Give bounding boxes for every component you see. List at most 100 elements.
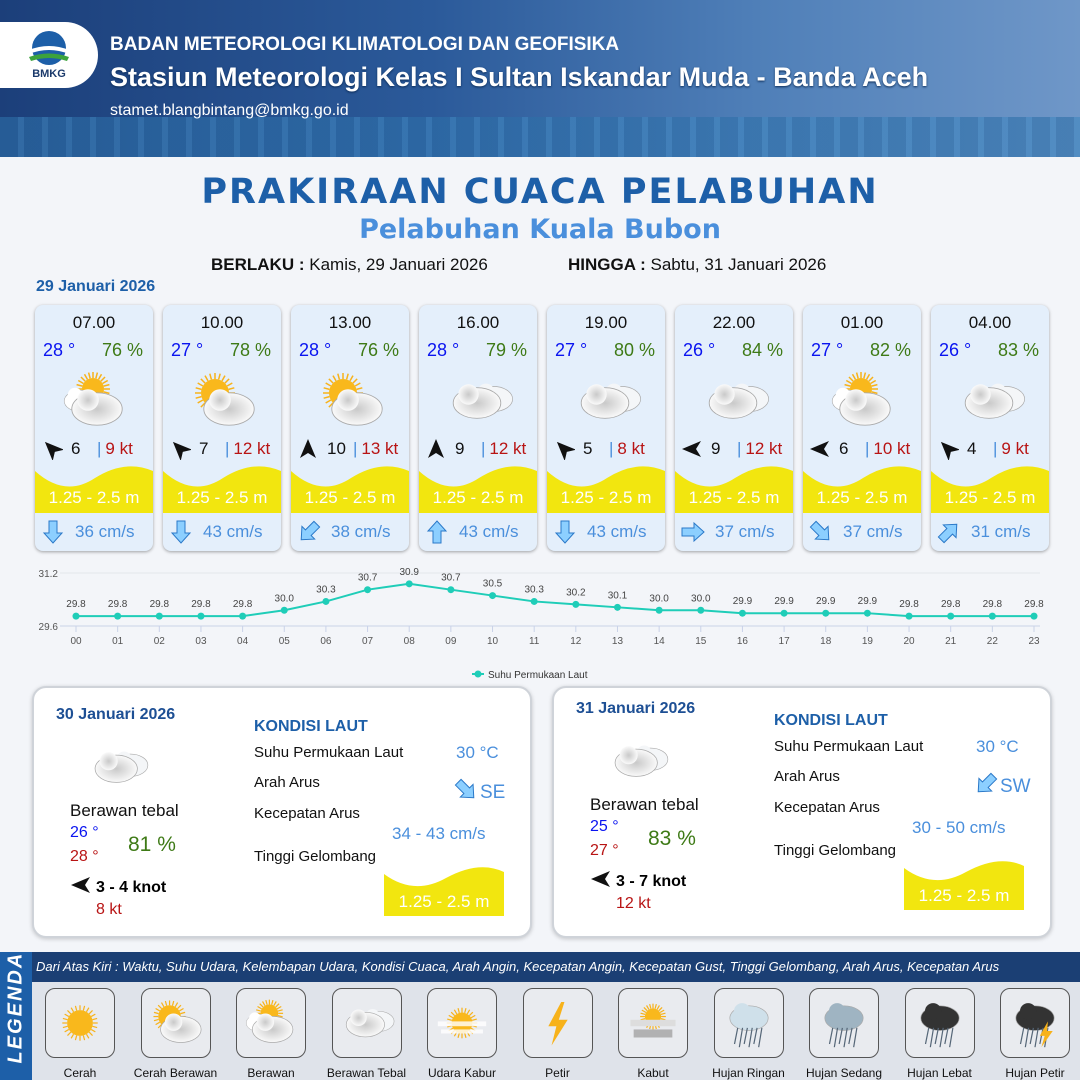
legend: LEGENDA Dari Atas Kiri : Waktu, Suhu Uda…	[0, 952, 1080, 1080]
legend-strip: LEGENDA	[0, 952, 32, 1080]
forecast-card: 19.00 27 ° 80 % 5 | 8 kt 1.25 - 2.5 m 43 c…	[547, 305, 665, 551]
sst-label: Suhu Permukaan Laut	[774, 738, 924, 755]
legend-icon-box	[140, 988, 211, 1058]
forecast-card: 16.00 28 ° 79 % 9 | 12 kt 1.25 - 2.5 m 43 …	[419, 305, 537, 551]
legend-label: Cerah Berawan	[133, 1066, 218, 1080]
berawan-tebal-weather-icon	[955, 371, 1027, 431]
wind-direction-arrow-icon	[809, 438, 831, 460]
forecast-time: 22.00	[712, 313, 756, 332]
wind-direction-arrow-icon	[41, 438, 65, 462]
gust-speed: 8 kt	[96, 901, 122, 918]
gust-speed: 12 kt	[233, 439, 271, 458]
data-point	[322, 597, 330, 605]
data-point	[572, 600, 580, 608]
legend-icon-box	[809, 988, 879, 1058]
data-label: 30.0	[649, 593, 669, 604]
valid-from-date: Kamis, 29 Januari 2026	[309, 255, 488, 274]
data-point	[697, 606, 705, 614]
current-direction-arrow-icon	[553, 520, 577, 544]
valid-to-date: Sabtu, 31 Januari 2026	[650, 255, 827, 274]
current-direction-label: Arah Arus	[254, 774, 320, 791]
y-tick-label: 29.6	[39, 622, 59, 633]
wave-shape	[803, 463, 921, 513]
weather-condition: Berawan tebal	[70, 801, 179, 820]
current-direction-value: SE	[480, 781, 506, 803]
wave-height: 1.25 - 2.5 m	[304, 488, 396, 507]
wind-speed: 6	[839, 439, 849, 458]
x-tick-label: 07	[362, 636, 374, 647]
temp-min: 25 °	[590, 818, 619, 835]
forecast-card: 13.00 28 ° 76 % 10 | 13 kt 1.25 - 2.5 m 38…	[291, 305, 409, 551]
forecast-card: 04.00 26 ° 83 % 4 | 9 kt 1.25 - 2.5 m 31 c…	[931, 305, 1049, 551]
wave-height-label: Tinggi Gelombang	[774, 842, 897, 859]
data-point	[863, 609, 871, 617]
legend-label: Kabut	[637, 1066, 669, 1080]
data-label: 29.9	[774, 596, 794, 607]
berawan-weather-icon	[242, 998, 300, 1048]
data-point	[72, 612, 80, 620]
current-speed: 43 cm/s	[203, 522, 263, 541]
sst-label: Suhu Permukaan Laut	[254, 744, 404, 761]
separator: |	[737, 439, 742, 458]
current-direction-arrow-icon	[937, 520, 961, 544]
data-point	[655, 606, 663, 614]
current-info: 43 cm/s	[169, 519, 263, 545]
current-direction-arrow-icon	[974, 772, 998, 801]
wave-shape	[931, 463, 1049, 513]
x-tick-label: 02	[154, 636, 166, 647]
data-label: 29.8	[983, 599, 1003, 610]
gust-speed: 12 kt	[616, 895, 651, 912]
wave-height: 1.25 - 2.5 m	[432, 488, 524, 507]
current-speed-label: Kecepatan Arus	[254, 805, 360, 822]
data-label: 30.5	[483, 579, 503, 590]
temp-max: 28 °	[70, 848, 99, 865]
separator: |	[225, 439, 230, 458]
current-direction-arrow-icon	[454, 778, 478, 807]
current-speed: 37 cm/s	[715, 522, 775, 541]
data-point	[155, 612, 163, 620]
air-temperature: 27 °	[811, 340, 844, 360]
wave-height: 1.25 - 2.5 m	[688, 488, 780, 507]
wind-info: 6 | 9 kt	[41, 438, 151, 462]
wave-height-label: Tinggi Gelombang	[254, 848, 377, 865]
legend-label: Berawan Tebal	[326, 1066, 407, 1080]
data-label: 29.9	[858, 596, 878, 607]
current-direction-value: SW	[1000, 775, 1031, 797]
data-point	[114, 612, 122, 620]
humidity: 83 %	[997, 340, 1039, 360]
berawan-tebal-weather-icon	[338, 998, 396, 1048]
cerah-berawan-weather-icon	[147, 998, 205, 1048]
hujan-sedang-weather-icon	[815, 998, 873, 1048]
data-label: 29.8	[233, 599, 253, 610]
hujan-ringan-weather-icon	[720, 998, 778, 1048]
berawan-tebal-weather-icon	[606, 734, 670, 788]
email: stamet.blangbintang@bmkg.go.id	[110, 102, 349, 119]
forecast-time: 10.00	[200, 313, 244, 332]
data-point	[822, 609, 830, 617]
x-tick-label: 03	[195, 636, 207, 647]
legend-icon-box	[331, 988, 402, 1058]
x-tick-label: 13	[612, 636, 624, 647]
data-label: 29.9	[733, 596, 753, 607]
x-tick-label: 16	[737, 636, 749, 647]
wind-info: 7 | 12 kt	[169, 438, 279, 462]
legend-icon-box	[236, 988, 306, 1058]
legend-item: Berawan Tebal	[321, 988, 413, 1080]
separator: |	[481, 439, 486, 458]
berawan-weather-icon	[827, 371, 899, 431]
humidity: 82 %	[869, 340, 911, 360]
daily-forecast-card: 31 Januari 2026 Berawan tebal 25 ° 27 ° …	[552, 686, 1052, 938]
data-label: 30.2	[566, 587, 586, 598]
x-tick-label: 00	[70, 636, 82, 647]
forecast-card: 22.00 26 ° 84 % 9 | 12 kt 1.25 - 2.5 m 37 …	[675, 305, 793, 551]
wave-height-value: 1.25 - 2.5 m	[918, 886, 1010, 905]
y-tick-label: 31.2	[39, 569, 59, 580]
current-info: 43 cm/s	[553, 519, 647, 545]
data-label: 29.8	[108, 599, 128, 610]
wave-shape	[419, 463, 537, 513]
series-line	[76, 582, 1034, 618]
forecast-card: 01.00 27 ° 82 % 6 | 10 kt 1.25 - 2.5 m 37 …	[803, 305, 921, 551]
current-info: 43 cm/s	[425, 519, 519, 545]
current-direction-arrow-icon	[681, 520, 705, 544]
data-label: 30.1	[608, 590, 628, 601]
